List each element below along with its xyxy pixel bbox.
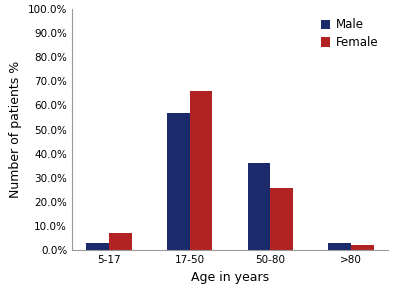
Bar — [248, 163, 270, 250]
Legend: Male, Female: Male, Female — [317, 15, 382, 53]
Bar — [328, 243, 351, 250]
Bar — [270, 187, 293, 250]
Bar — [86, 243, 109, 250]
Bar — [190, 91, 212, 250]
Y-axis label: Number of patients %: Number of patients % — [9, 61, 22, 198]
X-axis label: Age in years: Age in years — [191, 271, 269, 284]
Bar — [167, 113, 190, 250]
Bar — [351, 246, 374, 250]
Bar — [109, 233, 132, 250]
